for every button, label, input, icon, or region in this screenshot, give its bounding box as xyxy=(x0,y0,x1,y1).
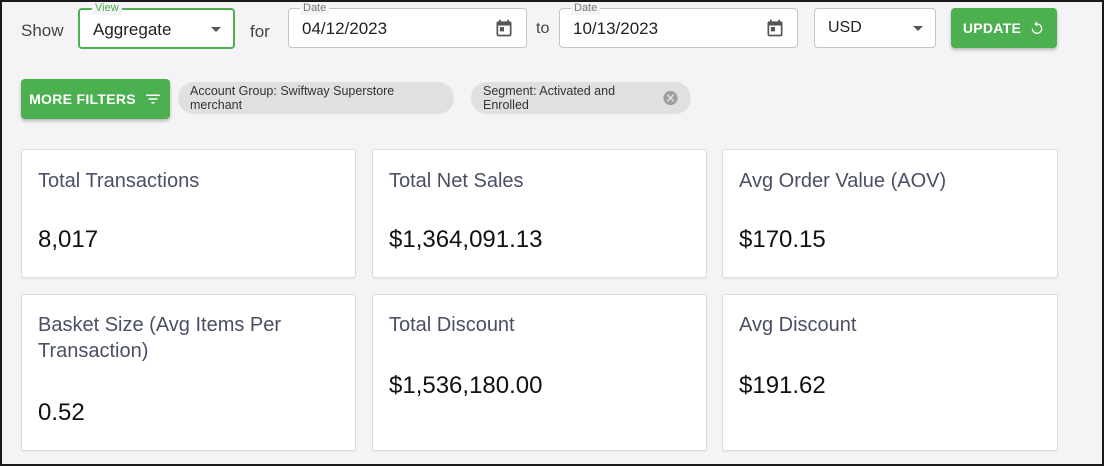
metric-card-total-discount: Total Discount $1,536,180.00 xyxy=(372,294,707,451)
metric-card-total-net-sales: Total Net Sales $1,364,091.13 xyxy=(372,149,707,278)
chevron-down-icon xyxy=(211,27,221,32)
metric-title: Avg Order Value (AOV) xyxy=(739,170,947,192)
view-value: Aggregate xyxy=(93,20,172,39)
metric-title: Avg Discount xyxy=(739,314,857,336)
to-label: to xyxy=(536,20,550,37)
view-select[interactable]: View Aggregate xyxy=(78,1,235,49)
filter-chip-segment[interactable]: Segment: Activated and Enrolled xyxy=(471,82,691,114)
filter-icon xyxy=(146,94,160,104)
metric-card-avg-order-value: Avg Order Value (AOV) $170.15 xyxy=(722,149,1058,278)
metric-title: Total Discount xyxy=(389,314,515,336)
date-to-value: 10/13/2023 xyxy=(573,19,659,38)
metric-value: 8,017 xyxy=(38,226,99,253)
currency-select[interactable]: USD xyxy=(814,8,936,48)
for-label: for xyxy=(250,22,270,41)
metric-title: Total Net Sales xyxy=(389,170,524,192)
currency-value: USD xyxy=(828,19,862,36)
show-label: Show xyxy=(21,21,64,40)
update-label: UPDATE xyxy=(962,20,1022,36)
metric-value: $191.62 xyxy=(739,372,826,399)
chip-label: Account Group: Swiftway Superstore merch… xyxy=(190,84,395,112)
date-to-field[interactable]: Date 10/13/2023 xyxy=(559,1,798,48)
date-to-legend: Date xyxy=(571,1,601,15)
metric-card-total-transactions: Total Transactions 8,017 xyxy=(21,149,356,278)
metric-value: $1,364,091.13 xyxy=(389,226,543,253)
metric-title: Basket Size (Avg Items Per Transaction) xyxy=(38,314,282,362)
metric-card-avg-discount: Avg Discount $191.62 xyxy=(722,294,1058,451)
date-from-legend: Date xyxy=(300,1,330,15)
update-button[interactable]: UPDATE xyxy=(951,8,1057,48)
close-icon[interactable] xyxy=(662,89,679,107)
date-from-field[interactable]: Date 04/12/2023 xyxy=(288,1,527,48)
chevron-down-icon xyxy=(913,26,923,31)
filter-chip-account-group[interactable]: Account Group: Swiftway Superstore merch… xyxy=(178,82,454,114)
view-legend: View xyxy=(92,1,122,15)
more-filters-button[interactable]: MORE FILTERS xyxy=(21,79,170,119)
metric-value: 0.52 xyxy=(38,399,85,426)
calendar-icon[interactable] xyxy=(765,18,785,38)
more-filters-label: MORE FILTERS xyxy=(29,91,136,107)
metric-card-basket-size: Basket Size (Avg Items Per Transaction) … xyxy=(21,294,356,451)
refresh-icon xyxy=(1031,21,1043,34)
metric-title: Total Transactions xyxy=(38,170,200,192)
metric-value: $170.15 xyxy=(739,226,826,253)
date-from-value: 04/12/2023 xyxy=(302,19,388,38)
chip-label: Segment: Activated and Enrolled xyxy=(483,84,616,112)
calendar-icon[interactable] xyxy=(494,18,514,38)
metric-value: $1,536,180.00 xyxy=(389,372,543,399)
